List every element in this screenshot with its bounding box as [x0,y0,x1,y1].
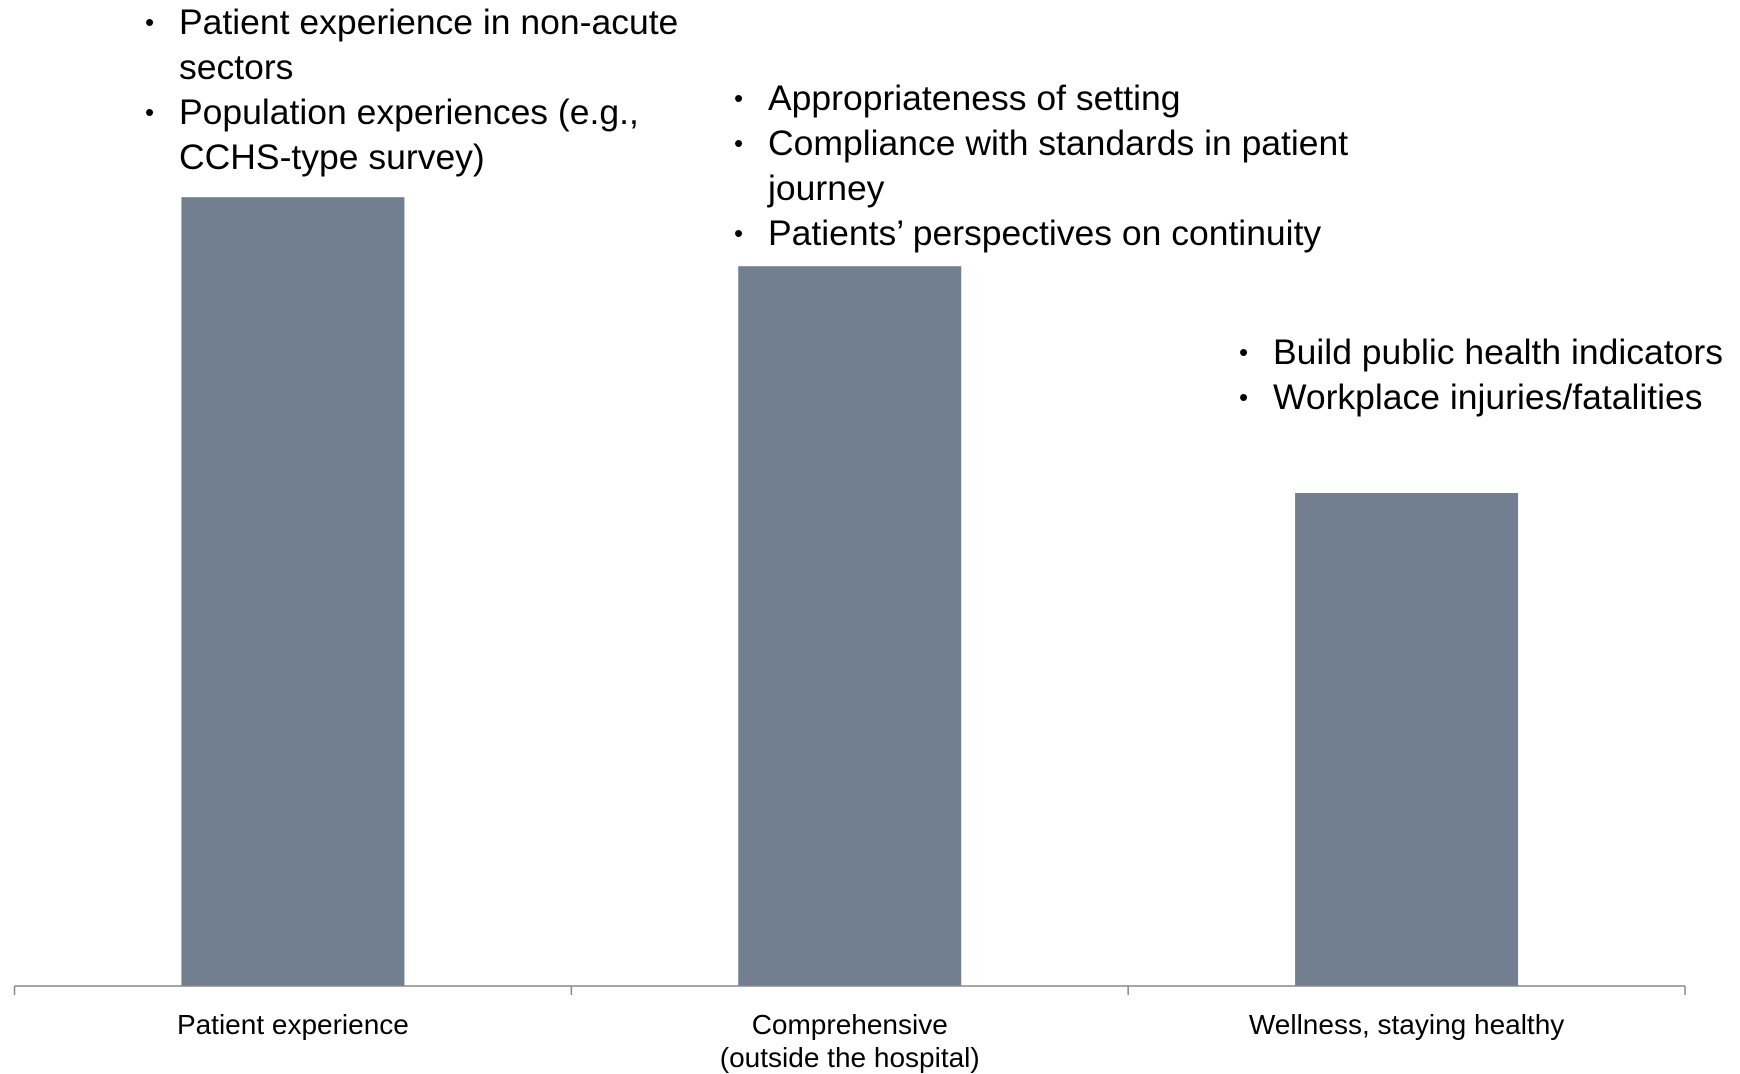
annotation-list: Appropriateness of settingCompliance wit… [734,76,1398,256]
x-tick-label: Comprehensive (outside the hospital) [719,1009,980,1073]
annotation-item: Compliance with standards in patient jou… [734,121,1398,211]
x-tick-label: Patient experience [176,1009,409,1040]
bar [181,197,405,986]
annotation-item: Workplace injuries/fatalities [1239,375,1738,420]
bar [1295,493,1519,986]
annotation-item: Patient experience in non-acute sectors [145,0,719,90]
annotation-item: Patients’ perspectives on continuity [734,211,1398,256]
annotation-list: Build public health indicatorsWorkplace … [1239,330,1738,420]
annotation-list: Patient experience in non-acute sectorsP… [145,0,719,180]
x-tick-label: Wellness, staying healthy [1248,1009,1565,1040]
annotation-item: Build public health indicators [1239,330,1738,375]
bar [738,266,962,987]
annotation-item: Population experiences (e.g., CCHS-type … [145,90,719,180]
annotation-item: Appropriateness of setting [734,76,1398,121]
